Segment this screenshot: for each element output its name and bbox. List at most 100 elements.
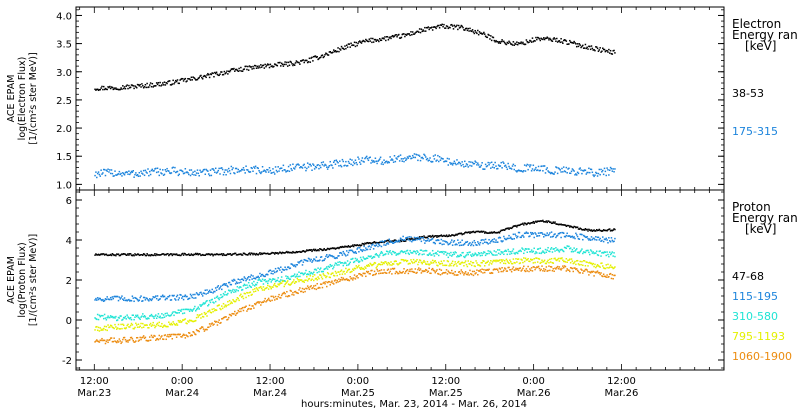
- data-point: [323, 259, 325, 262]
- data-point: [324, 274, 326, 277]
- data-point: [339, 270, 342, 273]
- data-point: [482, 168, 484, 170]
- data-point: [237, 309, 240, 312]
- data-point: [253, 166, 255, 168]
- data-point: [168, 170, 170, 172]
- data-point: [522, 248, 524, 250]
- data-point: [281, 251, 284, 254]
- data-point: [601, 252, 603, 254]
- data-point: [167, 170, 169, 172]
- data-point: [508, 250, 510, 253]
- data-point: [498, 267, 501, 270]
- data-point: [186, 295, 188, 298]
- data-point: [291, 169, 293, 172]
- data-point: [541, 259, 543, 262]
- data-point: [304, 251, 306, 253]
- data-point: [112, 175, 115, 177]
- data-point: [409, 238, 411, 240]
- data-point: [428, 28, 430, 31]
- data-point: [100, 339, 102, 342]
- data-point: [281, 63, 284, 66]
- data-point: [357, 156, 359, 158]
- data-point: [604, 267, 607, 270]
- data-point: [288, 267, 291, 270]
- data-point: [502, 259, 504, 261]
- data-point: [583, 251, 586, 254]
- data-point: [593, 237, 595, 240]
- data-point: [451, 260, 454, 263]
- data-point: [355, 252, 358, 254]
- data-point: [309, 163, 312, 166]
- data-point: [427, 26, 430, 28]
- data-point: [495, 39, 497, 42]
- data-point: [286, 169, 289, 172]
- data-point: [150, 169, 153, 172]
- data-point: [276, 171, 279, 173]
- data-point: [247, 294, 250, 297]
- data-point: [510, 227, 512, 229]
- data-point: [344, 273, 346, 275]
- data-point: [162, 84, 165, 86]
- data-point: [438, 235, 441, 237]
- data-point: [555, 247, 557, 249]
- data-point: [280, 266, 282, 268]
- data-point: [435, 251, 437, 254]
- data-point: [500, 161, 502, 164]
- data-point: [181, 297, 183, 299]
- data-point: [96, 299, 98, 301]
- data-point: [478, 231, 481, 233]
- data-point: [441, 251, 443, 254]
- data-point: [292, 163, 294, 165]
- data-point: [484, 269, 487, 271]
- data-point: [575, 249, 577, 251]
- data-point: [472, 31, 475, 33]
- data-point: [460, 254, 463, 257]
- data-point: [539, 262, 542, 264]
- data-point: [180, 335, 182, 338]
- data-point: [365, 267, 367, 269]
- data-point: [444, 160, 447, 162]
- data-point: [503, 229, 506, 231]
- data-point: [371, 41, 373, 44]
- data-point: [295, 164, 298, 166]
- data-point: [155, 254, 157, 257]
- data-point: [595, 46, 598, 48]
- data-point: [137, 316, 140, 318]
- data-point: [604, 229, 607, 232]
- data-point: [230, 283, 233, 286]
- data-point: [423, 153, 425, 156]
- data-point: [130, 322, 133, 325]
- data-point: [313, 248, 315, 251]
- data-point: [485, 232, 488, 234]
- data-point: [235, 68, 238, 71]
- data-point: [393, 155, 396, 157]
- data-point: [326, 285, 328, 288]
- data-point: [124, 327, 127, 330]
- data-point: [223, 294, 226, 296]
- data-point: [360, 42, 363, 44]
- data-point: [246, 278, 248, 280]
- data-point: [207, 326, 209, 329]
- data-point: [569, 270, 571, 273]
- data-point: [565, 225, 568, 228]
- data-point: [442, 235, 444, 237]
- data-point: [608, 237, 610, 239]
- data-point: [431, 161, 433, 163]
- data-point: [265, 287, 267, 290]
- data-point: [252, 65, 254, 68]
- data-point: [150, 253, 153, 256]
- data-point: [327, 280, 330, 283]
- data-point: [293, 167, 295, 169]
- data-point: [417, 268, 419, 271]
- data-point: [162, 338, 164, 340]
- data-point: [556, 41, 559, 43]
- data-point: [199, 75, 201, 77]
- data-point: [220, 71, 222, 73]
- data-point: [536, 257, 538, 259]
- data-point: [319, 274, 321, 276]
- data-point: [375, 244, 378, 246]
- data-point: [574, 42, 576, 44]
- data-point: [148, 254, 151, 256]
- data-point: [258, 302, 260, 304]
- data-point: [386, 269, 389, 271]
